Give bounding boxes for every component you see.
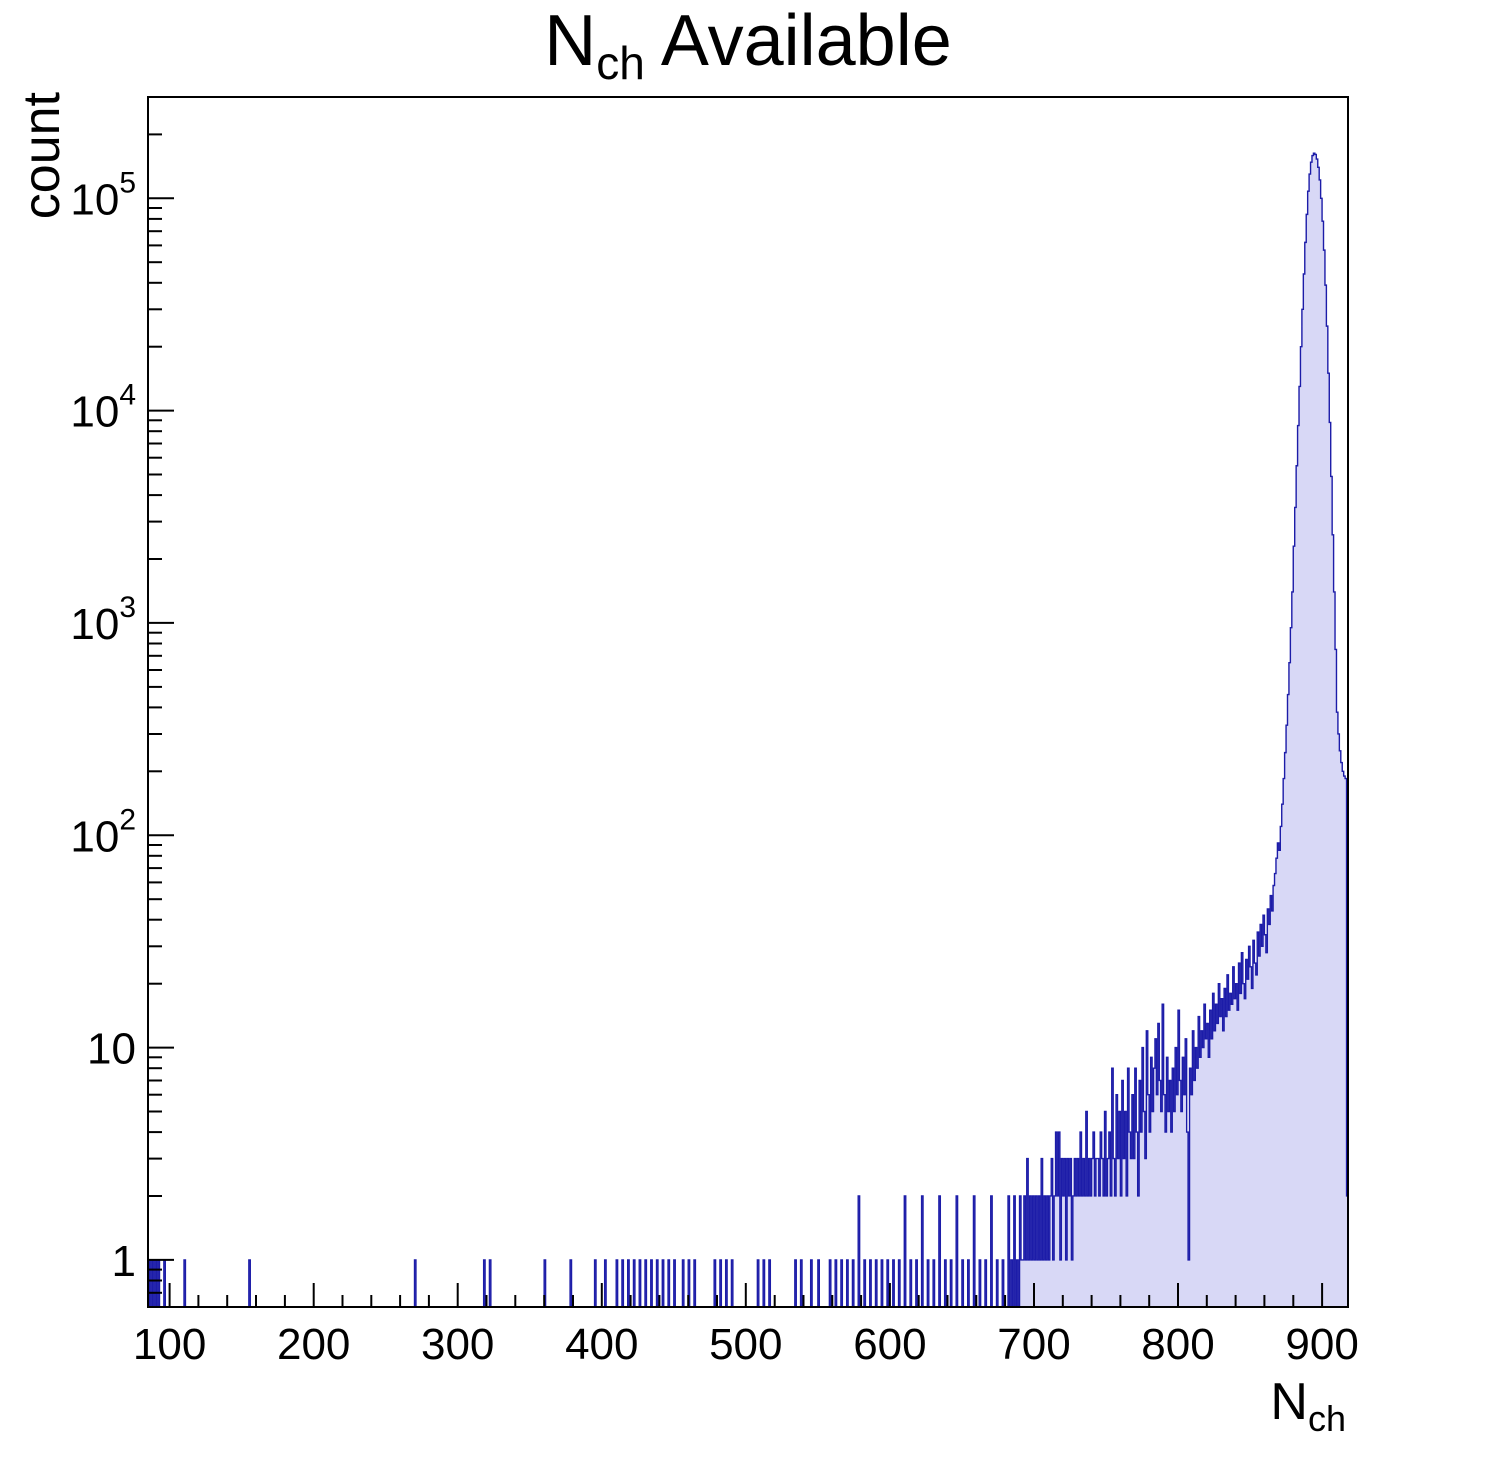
svg-text:102: 102 [70, 803, 136, 861]
y-axis-title: count [13, 92, 71, 220]
x-axis-title-subscript: ch [1307, 1398, 1346, 1439]
svg-text:200: 200 [277, 1320, 350, 1369]
chart-title-main: N [544, 1, 597, 81]
svg-text:10: 10 [87, 1025, 136, 1074]
y-axis-ticks [148, 96, 174, 1308]
svg-text:1: 1 [112, 1237, 136, 1286]
y-axis-tick-labels: 1 10 102 103 104 105 [70, 166, 136, 1286]
histogram-area [148, 152, 1349, 1307]
svg-text:800: 800 [1141, 1320, 1214, 1369]
chart-title-subscript: ch [596, 37, 645, 89]
svg-text:100: 100 [133, 1320, 206, 1369]
x-axis-title: Nch [1270, 1372, 1346, 1440]
chart-title: Nch Available [0, 1, 1496, 89]
svg-text:500: 500 [709, 1320, 782, 1369]
chart-title-suffix: Available [644, 1, 952, 81]
svg-text:700: 700 [997, 1320, 1070, 1369]
x-axis-title-main: N [1270, 1373, 1308, 1431]
svg-text:103: 103 [70, 591, 136, 649]
plot-frame [147, 96, 1349, 1308]
svg-text:900: 900 [1285, 1320, 1358, 1369]
svg-text:400: 400 [565, 1320, 638, 1369]
svg-text:104: 104 [70, 379, 136, 437]
x-axis-tick-labels: 100 200 300 400 500 600 700 800 900 [133, 1320, 1359, 1369]
svg-text:600: 600 [853, 1320, 926, 1369]
svg-text:300: 300 [421, 1320, 494, 1369]
x-axis-ticks [168, 1283, 1324, 1307]
svg-text:105: 105 [70, 166, 136, 224]
